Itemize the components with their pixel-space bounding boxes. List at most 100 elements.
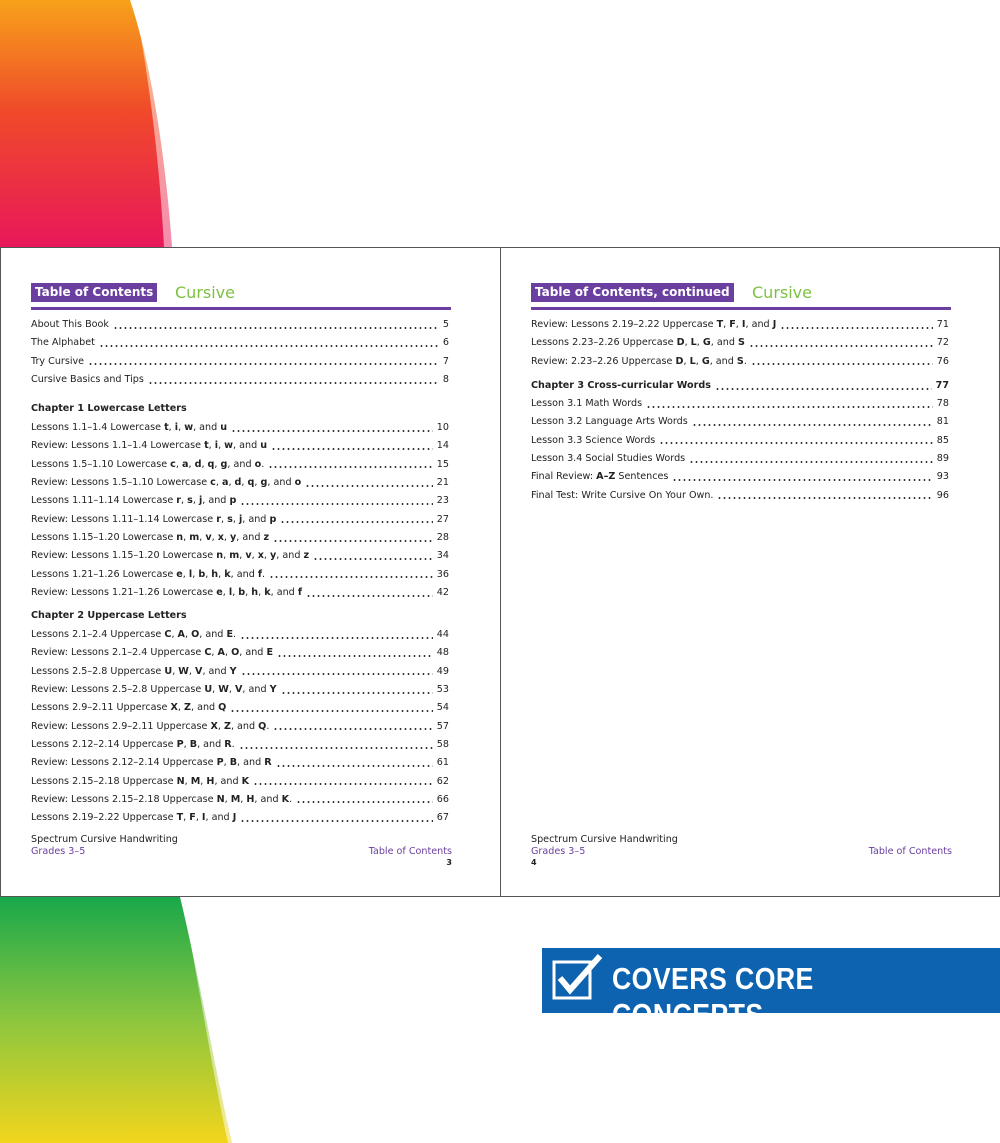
page-number: 7 bbox=[442, 355, 449, 367]
entry-text: , bbox=[696, 337, 703, 349]
entry-label: Lessons 2.15–2.18 Uppercase N, M, H, and… bbox=[31, 773, 249, 791]
entry-text: The Alphabet bbox=[31, 337, 95, 349]
entry-text: , bbox=[182, 568, 189, 580]
entry-text: About This Book bbox=[31, 319, 109, 330]
dot-leader bbox=[780, 326, 933, 329]
entry-text: , and bbox=[254, 793, 282, 805]
toc-entry: Lessons 1.5–1.10 Lowercase c, a, d, q, g… bbox=[31, 456, 449, 474]
page-footer: Spectrum Cursive Handwriting Grades 3–5 Ta… bbox=[531, 834, 952, 867]
entry-label: Cursive Basics and Tips bbox=[31, 371, 144, 389]
entry-text: , and bbox=[276, 550, 304, 562]
letter: J bbox=[772, 319, 777, 330]
entry-label: Review: Lessons 2.9–2.11 Uppercase X, Z,… bbox=[31, 718, 269, 736]
letter: V bbox=[234, 684, 243, 696]
dot-leader bbox=[646, 405, 933, 408]
letter: V bbox=[195, 665, 203, 677]
entry-text: , bbox=[232, 586, 239, 598]
letter: w bbox=[224, 440, 234, 452]
entry-text: Lessons 1.1–1.4 Lowercase bbox=[31, 422, 165, 434]
entry-text: , bbox=[168, 422, 175, 434]
entry-label: Lessons 1.1–1.4 Lowercase t, i, w, and u bbox=[31, 419, 227, 437]
toc-entry: The Alphabet 6 bbox=[31, 334, 449, 352]
entry-text: . bbox=[743, 355, 747, 367]
entry-text: , bbox=[723, 319, 730, 330]
page-number: 89 bbox=[936, 453, 949, 465]
letter: k bbox=[224, 568, 231, 580]
entry-text: . bbox=[262, 568, 266, 580]
entry-text: , and bbox=[199, 629, 227, 641]
page-number: 27 bbox=[436, 513, 449, 525]
toc-entry: Lesson 3.4 Social Studies Words 89 bbox=[531, 450, 949, 468]
toc-entry: Final Test: Write Cursive On Your Own. 96 bbox=[531, 487, 949, 505]
entry-text: , bbox=[251, 550, 258, 562]
dot-leader bbox=[306, 594, 433, 597]
entry-text: Lessons 1.15–1.20 Lowercase bbox=[31, 531, 177, 543]
entry-text: Review: Lessons 1.21–1.26 Lowercase bbox=[31, 586, 217, 598]
toc-entry: Lessons 2.12–2.14 Uppercase P, B, and R.… bbox=[31, 736, 449, 754]
book-page: Table of Contents, continued Cursive Revie… bbox=[501, 248, 1000, 896]
letter: x bbox=[217, 531, 224, 543]
entry-text: , bbox=[223, 531, 231, 543]
letter: y bbox=[270, 550, 277, 562]
letter: o bbox=[254, 458, 262, 470]
entry-text: , bbox=[178, 422, 185, 434]
entry-text: . bbox=[233, 629, 237, 641]
letter: Q bbox=[258, 720, 267, 732]
entry-text: , and bbox=[202, 495, 230, 507]
entry-label: Final Review: A–Z Sentences bbox=[531, 468, 668, 486]
letter: P bbox=[176, 738, 184, 750]
entry-text: , bbox=[217, 720, 224, 732]
page-number: 8 bbox=[442, 373, 449, 385]
toc-entry: Lessons 2.19–2.22 Uppercase T, F, I, and… bbox=[31, 809, 449, 827]
toc-entry: Lessons 2.1–2.4 Uppercase C, A, O, and E… bbox=[31, 626, 449, 644]
entry-text: , and bbox=[190, 702, 219, 714]
toc-entry: Review: Lessons 2.5–2.8 Uppercase U, W , … bbox=[31, 681, 449, 699]
entry-text: Lesson 3.2 Language Arts Words bbox=[531, 416, 688, 428]
header-subtitle: Cursive bbox=[175, 283, 235, 302]
letter: A bbox=[217, 647, 225, 659]
page-number: 36 bbox=[436, 568, 449, 580]
letter: n bbox=[176, 531, 184, 543]
entry-label: Review: Lessons 2.12–2.14 Uppercase P, B… bbox=[31, 754, 272, 772]
toc-entry: Lesson 3.3 Science Words 85 bbox=[531, 432, 949, 450]
letter: m bbox=[229, 550, 240, 562]
toc-entry: Lessons 2.5–2.8 Uppercase U, W, V, and Y… bbox=[31, 663, 449, 681]
dot-leader bbox=[271, 448, 433, 451]
chapter-title: Chapter 3 Cross-curricular Words bbox=[531, 379, 711, 391]
page-number: 67 bbox=[436, 812, 449, 824]
entry-text: Try Cursive bbox=[31, 355, 85, 367]
page-number: 71 bbox=[936, 319, 949, 330]
letter: h bbox=[251, 586, 259, 598]
entry-label: Lessons 2.1–2.4 Uppercase C, A, O, and E… bbox=[31, 626, 236, 644]
toc-entry: Review: Lessons 2.9–2.11 Uppercase X, Z,… bbox=[31, 718, 449, 736]
page-number: 53 bbox=[436, 684, 449, 696]
book-page: Table of Contents Cursive About This Book 5… bbox=[1, 248, 501, 896]
entry-text: , bbox=[223, 757, 230, 769]
entry-text: , bbox=[183, 812, 190, 824]
page-footer: Spectrum Cursive Handwriting Grades 3–5 Ta… bbox=[31, 834, 452, 867]
toc-entry: Lessons 1.15–1.20 Lowercase n, m, v, x , … bbox=[31, 529, 449, 547]
entry-label: Lessons 1.5–1.10 Lowercase c, a, d, q, g… bbox=[31, 456, 264, 474]
entry-text: , and bbox=[237, 757, 265, 769]
entry-text: , bbox=[224, 793, 231, 805]
letter: T bbox=[716, 319, 724, 330]
page-header: Table of Contents, continued Cursive bbox=[531, 283, 951, 310]
toc-entry: Review: Lessons 2.12–2.14 Uppercase P, B… bbox=[31, 754, 449, 772]
banner: COVERS CORE CONCEPTS bbox=[542, 948, 1000, 1032]
letter: F bbox=[189, 812, 196, 824]
entry-label: Lessons 2.12–2.14 Uppercase P, B, and R. bbox=[31, 736, 235, 754]
entry-text: Review: Lessons 2.15–2.18 Uppercase bbox=[31, 793, 217, 805]
entry-text: , and bbox=[242, 513, 270, 525]
dot-leader bbox=[273, 539, 433, 542]
letter: P bbox=[216, 757, 224, 769]
page-number: 48 bbox=[436, 647, 449, 659]
letter: m bbox=[189, 531, 200, 543]
entry-text: Lessons 2.9–2.11 Uppercase bbox=[31, 702, 171, 714]
entry-text: , and bbox=[270, 586, 298, 598]
entry-text: , and bbox=[214, 775, 242, 787]
entry-label: Lessons 2.9–2.11 Uppercase X, Z, and Q bbox=[31, 699, 226, 717]
entry-text: Lesson 3.4 Social Studies Words bbox=[531, 453, 686, 465]
letter: M bbox=[230, 793, 241, 805]
entry-text: , bbox=[195, 812, 202, 824]
